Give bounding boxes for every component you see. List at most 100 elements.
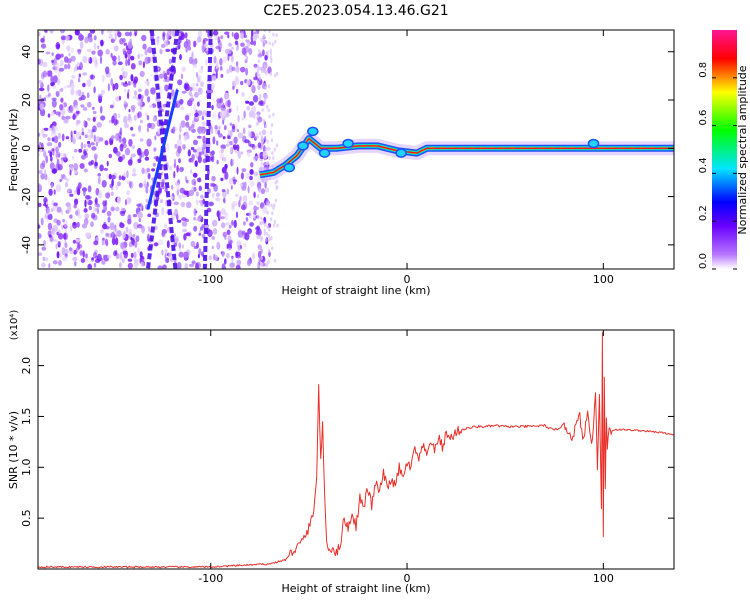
noise-speckle (42, 133, 48, 138)
noise-speckle (257, 53, 263, 58)
noise-speckle (87, 144, 92, 148)
noise-speckle (71, 135, 76, 144)
noise-speckle (231, 32, 234, 37)
noise-speckle (60, 97, 64, 103)
noise-speckle (49, 162, 55, 170)
noise-speckle (99, 105, 103, 114)
ridge-blob (283, 162, 296, 173)
noise-speckle (257, 84, 261, 91)
noise-speckle (91, 129, 95, 133)
noise-speckle (211, 175, 216, 182)
noise-speckle (190, 240, 196, 248)
noise-speckle (198, 185, 202, 192)
noise-speckle (156, 39, 160, 46)
noise-speckle (69, 214, 73, 219)
noise-speckle (80, 104, 85, 108)
noise-speckle (160, 181, 165, 187)
noise-speckle (123, 100, 128, 105)
noise-speckle (215, 45, 221, 50)
noise-speckle (104, 140, 109, 146)
noise-speckle (96, 203, 101, 208)
noise-speckle (146, 115, 150, 121)
noise-speckle (204, 43, 208, 47)
noise-speckle (265, 237, 268, 242)
noise-speckle (74, 261, 77, 267)
noise-speckle (111, 55, 117, 62)
noise-speckle (253, 191, 256, 199)
noise-speckle (226, 247, 232, 251)
noise-speckle (252, 252, 256, 260)
noise-speckle (110, 104, 114, 109)
noise-speckle (53, 84, 56, 90)
noise-speckle (61, 247, 66, 256)
noise-speckle (63, 234, 67, 240)
noise-speckle (55, 243, 58, 250)
noise-speckle (267, 202, 270, 207)
heatmap-ytick-label: 0 (20, 145, 33, 152)
noise-speckle (208, 201, 214, 207)
noise-speckle (77, 214, 82, 219)
noise-speckle (236, 144, 240, 152)
noise-speckle (107, 74, 111, 79)
noise-speckle (211, 183, 217, 187)
noise-speckle (157, 265, 163, 269)
noise-speckle (73, 130, 77, 134)
noise-speckle (127, 116, 133, 123)
noise-speckle (53, 239, 58, 242)
noise-speckle (222, 136, 226, 140)
noise-speckle (159, 185, 165, 190)
noise-speckle (49, 151, 53, 158)
noise-speckle (126, 196, 131, 205)
noise-speckle (220, 208, 226, 216)
noise-speckle (193, 208, 197, 217)
noise-speckle (56, 206, 62, 213)
noise-speckle (228, 42, 232, 47)
snr-axes: -100 0 100 0.5 1.0 1.5 2.0 (20, 330, 674, 585)
noise-speckle (240, 172, 244, 180)
noise-speckle (265, 71, 268, 76)
noise-speckle (177, 145, 182, 154)
noise-speckle (101, 209, 106, 214)
noise-speckle (87, 56, 91, 62)
noise-speckle (47, 84, 50, 92)
noise-speckle (93, 262, 97, 268)
noise-speckle (105, 238, 108, 245)
noise-speckle (237, 245, 241, 251)
noise-speckle (161, 171, 164, 176)
noise-speckle (246, 106, 251, 111)
noise-speckle (138, 218, 142, 223)
noise-speckle (256, 194, 260, 199)
noise-speckle (187, 39, 191, 48)
noise-speckle (105, 66, 110, 75)
noise-speckle (90, 142, 95, 146)
noise-speckle (73, 67, 76, 73)
noise-speckle (241, 204, 246, 211)
noise-speckle (246, 40, 251, 48)
noise-speckle (82, 55, 88, 64)
noise-speckle (132, 95, 137, 99)
noise-speckle (229, 129, 233, 138)
noise-speckle (127, 89, 130, 93)
noise-speckle (230, 55, 234, 63)
noise-speckle (110, 52, 113, 58)
heatmap-ytick-label: 20 (20, 93, 33, 107)
noise-speckle (60, 174, 63, 182)
noise-speckle (198, 232, 202, 236)
noise-speckle (85, 232, 91, 238)
noise-speckle (80, 142, 84, 150)
noise-speckle (114, 33, 117, 42)
noise-speckle (55, 184, 62, 192)
ridge-blob (395, 148, 407, 158)
noise-speckle (117, 55, 121, 62)
colorbar-ticks: 0.0 0.2 0.4 0.6 0.8 (698, 62, 737, 270)
noise-speckle (57, 69, 61, 78)
noise-speckle (236, 46, 239, 51)
noise-speckle (97, 173, 101, 177)
noise-speckle (262, 34, 266, 38)
noise-speckle (202, 198, 205, 205)
noise-speckle (67, 63, 71, 70)
noise-speckle (72, 239, 76, 244)
noise-speckle (139, 119, 143, 124)
noise-speckle (185, 218, 189, 223)
noise-speckle (84, 134, 88, 138)
